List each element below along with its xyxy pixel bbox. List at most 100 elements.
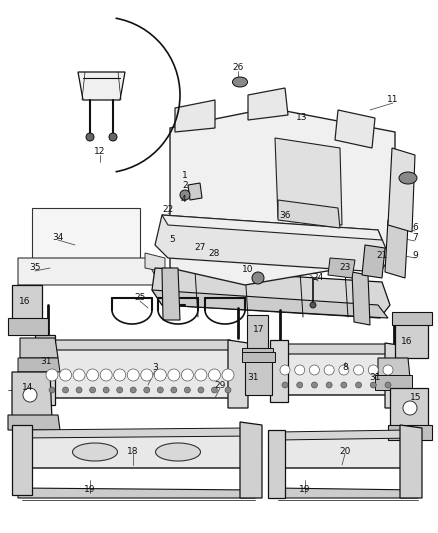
Circle shape xyxy=(109,133,117,141)
Circle shape xyxy=(49,387,55,393)
Circle shape xyxy=(180,190,190,200)
Polygon shape xyxy=(162,215,382,240)
Text: 4: 4 xyxy=(180,196,186,205)
Circle shape xyxy=(198,387,204,393)
Circle shape xyxy=(168,369,180,381)
Text: 11: 11 xyxy=(387,95,399,104)
Polygon shape xyxy=(388,148,415,232)
Circle shape xyxy=(114,369,126,381)
Text: 35: 35 xyxy=(29,263,41,272)
Text: 27: 27 xyxy=(194,243,206,252)
Text: 13: 13 xyxy=(296,114,308,123)
Polygon shape xyxy=(152,268,390,318)
Circle shape xyxy=(295,365,305,375)
Circle shape xyxy=(225,387,231,393)
Circle shape xyxy=(310,302,316,308)
Polygon shape xyxy=(278,348,398,395)
Polygon shape xyxy=(12,285,42,325)
Polygon shape xyxy=(270,340,288,402)
Polygon shape xyxy=(170,108,395,285)
Polygon shape xyxy=(8,415,60,430)
Text: 31: 31 xyxy=(247,374,259,383)
Polygon shape xyxy=(335,110,375,148)
Circle shape xyxy=(87,369,99,381)
Circle shape xyxy=(297,382,303,388)
Text: 14: 14 xyxy=(22,384,34,392)
Polygon shape xyxy=(275,488,418,498)
Text: 22: 22 xyxy=(162,206,173,214)
Polygon shape xyxy=(278,344,398,354)
Polygon shape xyxy=(390,388,428,430)
Circle shape xyxy=(60,369,71,381)
Circle shape xyxy=(311,382,318,388)
Text: 5: 5 xyxy=(169,236,175,245)
Ellipse shape xyxy=(399,172,417,184)
Polygon shape xyxy=(400,425,422,498)
Text: 28: 28 xyxy=(208,248,220,257)
Circle shape xyxy=(90,387,95,393)
Polygon shape xyxy=(12,372,52,420)
Text: 19: 19 xyxy=(84,486,96,495)
Ellipse shape xyxy=(155,443,201,461)
Text: 25: 25 xyxy=(134,294,146,303)
Polygon shape xyxy=(378,358,410,378)
Circle shape xyxy=(282,382,288,388)
Circle shape xyxy=(309,365,319,375)
Polygon shape xyxy=(22,428,255,438)
Polygon shape xyxy=(152,290,388,318)
Text: 18: 18 xyxy=(127,447,139,456)
Circle shape xyxy=(127,369,139,381)
Text: 15: 15 xyxy=(410,393,422,402)
Text: 16: 16 xyxy=(401,336,413,345)
Ellipse shape xyxy=(73,443,117,461)
Polygon shape xyxy=(395,322,428,358)
Circle shape xyxy=(157,387,163,393)
Polygon shape xyxy=(78,72,125,100)
Polygon shape xyxy=(22,430,258,468)
Circle shape xyxy=(76,387,82,393)
Circle shape xyxy=(368,365,378,375)
Polygon shape xyxy=(242,352,275,362)
Ellipse shape xyxy=(233,77,247,87)
Polygon shape xyxy=(248,88,288,120)
Polygon shape xyxy=(12,425,32,495)
Circle shape xyxy=(341,382,347,388)
Text: 31: 31 xyxy=(40,358,52,367)
Polygon shape xyxy=(188,183,202,200)
Circle shape xyxy=(353,365,364,375)
Text: 10: 10 xyxy=(242,265,254,274)
Circle shape xyxy=(222,369,234,381)
Circle shape xyxy=(171,387,177,393)
Text: 36: 36 xyxy=(279,211,291,220)
Circle shape xyxy=(117,387,123,393)
Polygon shape xyxy=(268,430,285,498)
Polygon shape xyxy=(275,138,342,225)
Polygon shape xyxy=(375,375,412,390)
Circle shape xyxy=(383,365,393,375)
Circle shape xyxy=(46,369,58,381)
Polygon shape xyxy=(32,208,140,258)
Polygon shape xyxy=(362,245,385,278)
Text: 2: 2 xyxy=(182,181,188,190)
Circle shape xyxy=(184,387,191,393)
Circle shape xyxy=(326,382,332,388)
Polygon shape xyxy=(145,253,165,272)
Text: 6: 6 xyxy=(412,223,418,232)
Polygon shape xyxy=(18,488,255,498)
Polygon shape xyxy=(20,338,58,358)
Text: 3: 3 xyxy=(152,364,158,373)
Polygon shape xyxy=(18,358,60,372)
Polygon shape xyxy=(278,430,415,440)
Polygon shape xyxy=(175,100,215,132)
Text: 29: 29 xyxy=(214,381,226,390)
Polygon shape xyxy=(35,335,55,405)
Circle shape xyxy=(252,272,264,284)
Polygon shape xyxy=(8,318,48,335)
Circle shape xyxy=(181,369,194,381)
Circle shape xyxy=(103,387,109,393)
Circle shape xyxy=(324,365,334,375)
Circle shape xyxy=(141,369,153,381)
Polygon shape xyxy=(228,340,248,408)
Text: 21: 21 xyxy=(376,251,388,260)
Circle shape xyxy=(23,388,37,402)
